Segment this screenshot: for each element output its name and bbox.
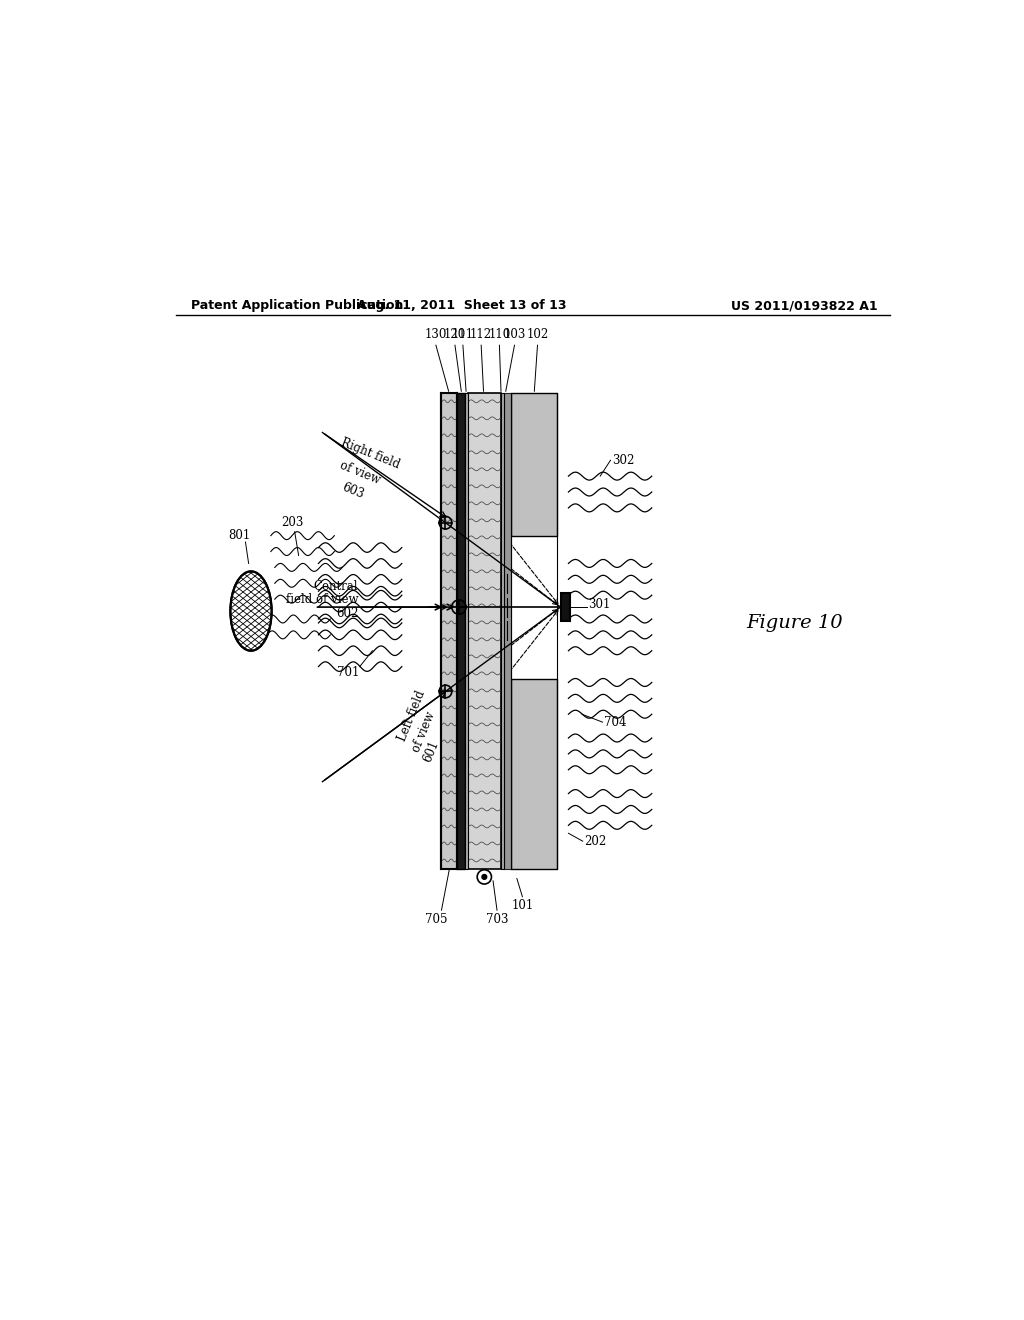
- Text: US 2011/0193822 A1: US 2011/0193822 A1: [731, 300, 878, 312]
- Bar: [511, 678, 557, 869]
- Text: 110: 110: [488, 329, 511, 342]
- Text: 705: 705: [425, 912, 447, 925]
- Text: Patent Application Publication: Patent Application Publication: [191, 300, 403, 312]
- Bar: [441, 393, 458, 869]
- Text: 603: 603: [341, 480, 367, 502]
- Text: 111: 111: [452, 329, 474, 342]
- Text: 703: 703: [485, 912, 508, 925]
- Bar: [511, 393, 557, 536]
- Bar: [458, 393, 465, 869]
- Circle shape: [482, 875, 486, 879]
- Text: Central: Central: [313, 579, 358, 593]
- Text: 301: 301: [588, 598, 610, 611]
- Text: field of view: field of view: [286, 593, 358, 606]
- Bar: [465, 393, 468, 869]
- Text: 601: 601: [421, 738, 441, 764]
- Bar: [468, 393, 501, 869]
- Text: 801: 801: [228, 529, 250, 543]
- Text: Right field: Right field: [339, 436, 401, 471]
- Text: 102: 102: [526, 329, 549, 342]
- Bar: [504, 393, 511, 869]
- Text: 103: 103: [503, 329, 525, 342]
- Text: 203: 203: [281, 516, 303, 529]
- Text: of view: of view: [410, 710, 437, 755]
- Text: Figure 10: Figure 10: [746, 614, 843, 632]
- Text: 202: 202: [585, 834, 606, 847]
- Text: 701: 701: [338, 665, 359, 678]
- Text: 704: 704: [604, 715, 627, 729]
- Bar: [560, 593, 570, 622]
- Ellipse shape: [230, 572, 271, 651]
- Text: of view: of view: [338, 459, 382, 487]
- Text: 130: 130: [425, 329, 447, 342]
- Text: 112: 112: [470, 329, 493, 342]
- Text: Aug. 11, 2011  Sheet 13 of 13: Aug. 11, 2011 Sheet 13 of 13: [356, 300, 566, 312]
- Text: Left field: Left field: [396, 689, 428, 743]
- Text: 120: 120: [443, 329, 466, 342]
- Text: 101: 101: [511, 899, 534, 912]
- Bar: [501, 393, 504, 869]
- Text: 302: 302: [612, 454, 635, 467]
- Text: 602: 602: [336, 607, 358, 620]
